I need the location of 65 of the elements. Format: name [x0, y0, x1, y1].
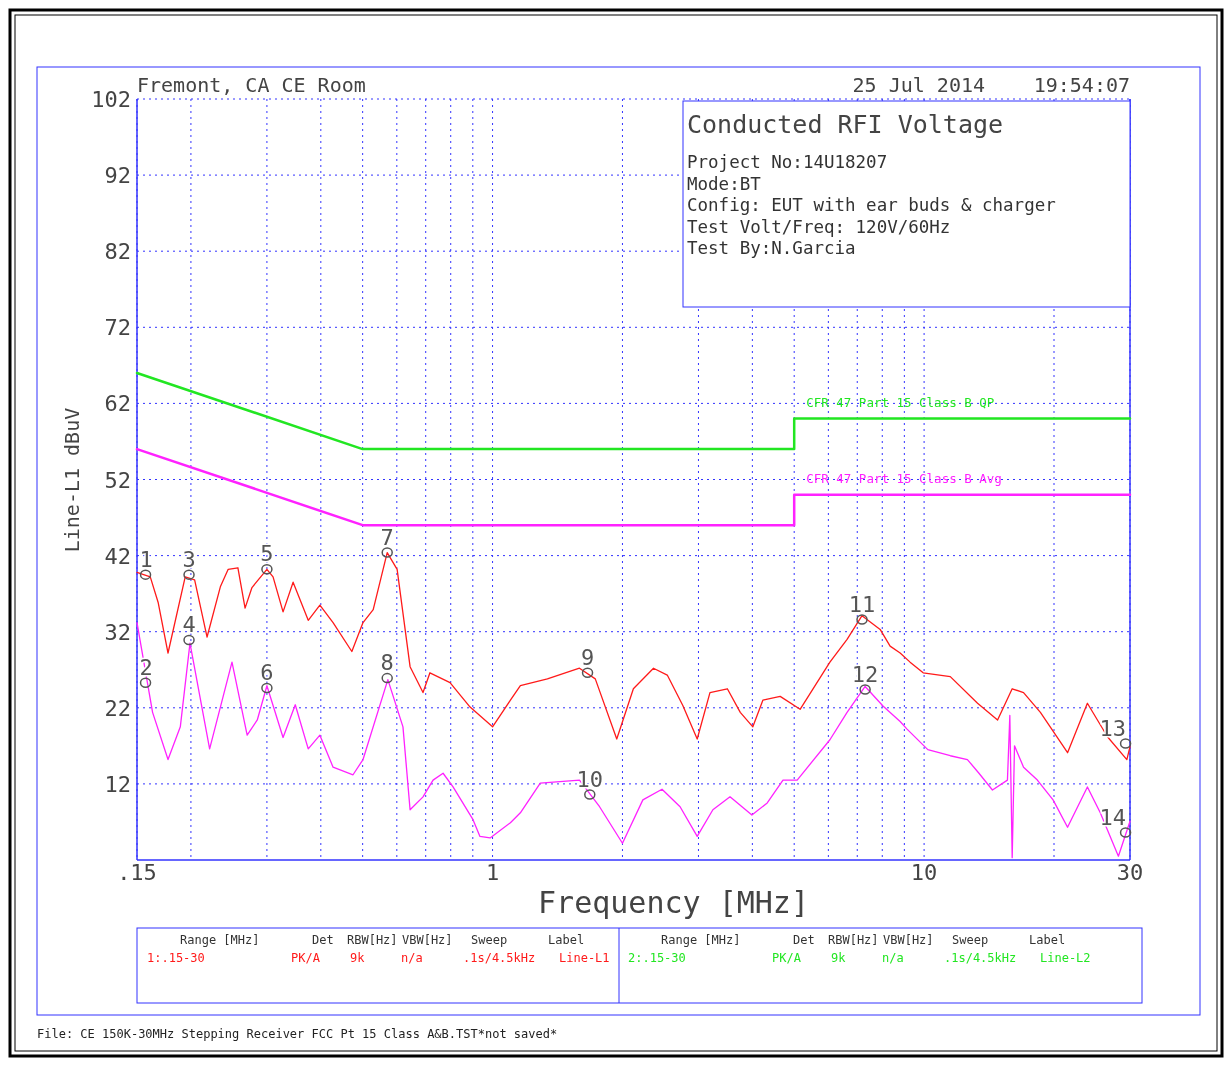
annotation: 13: [1099, 715, 1126, 741]
text: Conducted RFI Voltage: [687, 110, 1004, 139]
x-axis-title: Frequency [MHz]: [538, 885, 809, 920]
text: Line-L1: [559, 951, 610, 965]
text: Range [MHz]: [180, 933, 260, 947]
y-tick-label: 92: [104, 163, 131, 189]
annotation: Config: EUT with ear buds & charger: [687, 195, 1056, 215]
annotation: 8: [380, 650, 394, 676]
series-label: CFR 47 Part 15 Class B Avg: [806, 470, 1002, 486]
annotation: 14: [1099, 804, 1126, 830]
text: 2:.15-30: [628, 951, 686, 965]
y-tick-label: 12: [104, 771, 131, 797]
text: Sweep: [471, 933, 508, 947]
y-tick-label: 102: [91, 87, 131, 112]
annotation: 6: [260, 660, 274, 686]
text: PK/A: [291, 951, 321, 965]
annotation: 3: [182, 546, 196, 572]
text: n/a: [882, 951, 904, 965]
text: 19:54:07: [1033, 73, 1130, 97]
text: n/a: [401, 951, 423, 965]
x-tick-label: .15: [117, 860, 157, 885]
text: Det: [312, 933, 334, 947]
annotation: Project No:14U18207: [687, 152, 888, 172]
y-tick-label: 72: [104, 315, 131, 341]
text: Line-L2: [1040, 951, 1091, 965]
annotation: 9: [580, 644, 595, 670]
y-tick-label: 62: [104, 391, 131, 417]
annotation: Mode:BT: [687, 173, 762, 194]
annotation: 4: [182, 612, 196, 638]
annotation: 1: [139, 546, 153, 572]
text: RBW[Hz]: [828, 933, 879, 947]
annotation: Test By:N.Garcia: [687, 238, 856, 258]
annotation: Test Volt/Freq: 120V/60Hz: [687, 216, 951, 237]
annotation: 5: [260, 541, 274, 567]
x-tick-label: 10: [910, 860, 938, 885]
y-tick-label: 52: [104, 467, 131, 493]
text: .1s/4.5kHz: [944, 951, 1017, 965]
annotation: 11: [848, 591, 876, 617]
y-tick-label: 22: [104, 695, 131, 721]
y-tick-label: 82: [104, 239, 131, 265]
text: Label: [1029, 933, 1066, 947]
text: VBW[Hz]: [883, 933, 934, 947]
x-tick-label: 30: [1116, 860, 1144, 885]
text: Det: [793, 933, 815, 947]
text: File: CE 150K-30MHz Stepping Receiver FCC Pt 15 Class A&B.TST*not saved*: [37, 1027, 558, 1041]
y-tick-label: 32: [104, 619, 131, 645]
text: .1s/4.5kHz: [463, 951, 536, 965]
text: PK/A: [772, 951, 802, 965]
text: RBW[Hz]: [347, 933, 398, 947]
text: Sweep: [952, 933, 989, 947]
text: 1:.15-30: [147, 951, 205, 965]
y-tick-label: 42: [104, 543, 131, 569]
text: 9k: [350, 951, 366, 965]
y-axis-title: Line-L1 dBuV: [60, 407, 84, 553]
text: Fremont, CA CE Room: [137, 73, 366, 97]
text: VBW[Hz]: [402, 933, 453, 947]
annotation: 12: [851, 661, 879, 687]
text: Range [MHz]: [661, 933, 741, 947]
x-tick-label: 1: [485, 860, 500, 885]
annotation: 7: [380, 524, 394, 550]
text: 9k: [831, 951, 847, 965]
text: Label: [548, 933, 585, 947]
text: 25 Jul 2014: [852, 73, 985, 97]
annotation: 10: [576, 766, 604, 792]
series-label: CFR 47 Part 15 Class B QP: [806, 394, 995, 410]
